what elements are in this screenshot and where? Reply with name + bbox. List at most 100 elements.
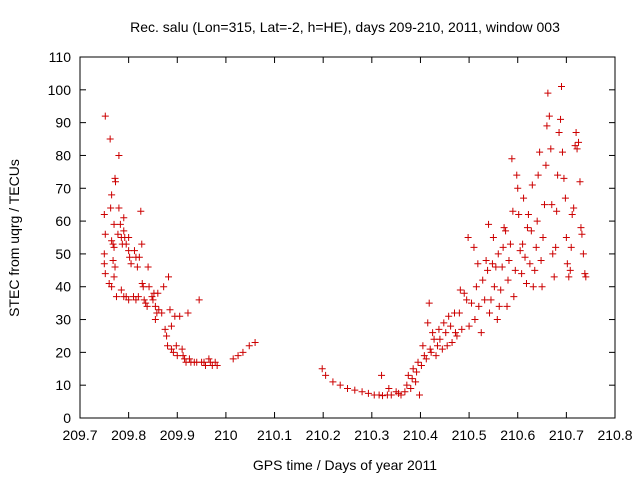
data-point [490,283,498,291]
data-point [414,358,422,366]
x-tick-label: 210.4 [403,427,438,443]
data-point [101,270,109,278]
data-point [436,335,444,343]
data-point [477,329,485,337]
data-point [499,243,507,251]
data-point [351,386,359,394]
data-point [557,115,565,123]
data-point [115,204,123,212]
data-point [139,283,147,291]
plot-frame [79,56,616,419]
data-point [114,230,122,238]
data-point [145,283,153,291]
data-point [163,332,171,340]
data-point [552,243,560,251]
data-point [497,286,505,294]
data-point [417,361,425,369]
data-point [453,332,461,340]
data-point [387,391,395,399]
data-point [329,378,337,386]
y-tick-label: 70 [55,180,71,196]
data-point [161,325,169,333]
data-point [438,345,446,353]
data-point [165,273,173,281]
data-point [482,256,490,264]
data-point [144,263,152,271]
data-point [528,181,536,189]
data-point [533,217,541,225]
x-tick-label: 210.2 [306,427,341,443]
data-point [419,342,427,350]
data-point [167,345,175,353]
data-point [540,201,548,209]
data-point [160,283,168,291]
data-point [544,89,552,97]
data-point [481,296,489,304]
data-point [576,178,584,186]
data-point [408,375,416,383]
data-point [520,194,528,202]
data-point [558,148,566,156]
y-tick-label: 30 [55,312,71,328]
data-point [447,322,455,330]
data-point [234,352,242,360]
y-tick-label: 0 [63,410,71,426]
data-point [558,83,565,91]
data-point [539,234,547,241]
data-point [504,276,512,284]
data-point [201,361,209,369]
data-point [487,296,495,304]
x-axis-label: GPS time / Days of year 2011 [253,457,437,473]
data-point [566,266,574,274]
data-point [455,309,463,317]
data-point [451,329,459,337]
data-point [100,211,108,219]
y-tick-label: 40 [55,279,71,295]
data-point [575,138,583,146]
data-point [485,220,493,228]
data-point [429,329,437,337]
data-point [420,352,428,360]
data-point [509,207,517,215]
data-point [407,384,415,392]
data-point [445,312,453,320]
data-point [173,352,181,360]
data-point [179,352,187,360]
data-point [358,388,366,396]
y-tick-label: 80 [55,147,71,163]
data-point [112,178,120,186]
data-point [443,342,451,350]
data-point [510,293,518,301]
data-point [426,345,434,353]
data-point [108,237,116,245]
data-point [148,293,156,301]
data-point [169,348,177,356]
data-point [200,358,208,366]
data-point [195,296,203,304]
data-point [474,260,482,268]
data-point [472,283,480,291]
data-point [486,309,494,317]
data-point [542,161,550,169]
data-point [106,135,114,143]
y-tick-label: 100 [48,82,72,98]
data-point [185,355,193,363]
data-point [503,302,511,310]
data-point [112,293,120,301]
data-point [553,207,561,215]
data-point [425,299,433,307]
data-point [567,243,575,251]
data-point [143,302,151,310]
x-tick-label: 210.6 [500,427,535,443]
data-point [532,243,540,251]
y-tick-label: 60 [55,213,71,229]
data-point [108,191,116,199]
x-tick-label: 210.5 [452,427,487,443]
data-point [336,381,344,389]
data-point [176,312,184,320]
x-tick-label: 210.7 [549,427,584,443]
data-point [409,365,417,373]
data-point [479,276,487,284]
data-point [135,253,143,261]
data-point [470,243,478,251]
